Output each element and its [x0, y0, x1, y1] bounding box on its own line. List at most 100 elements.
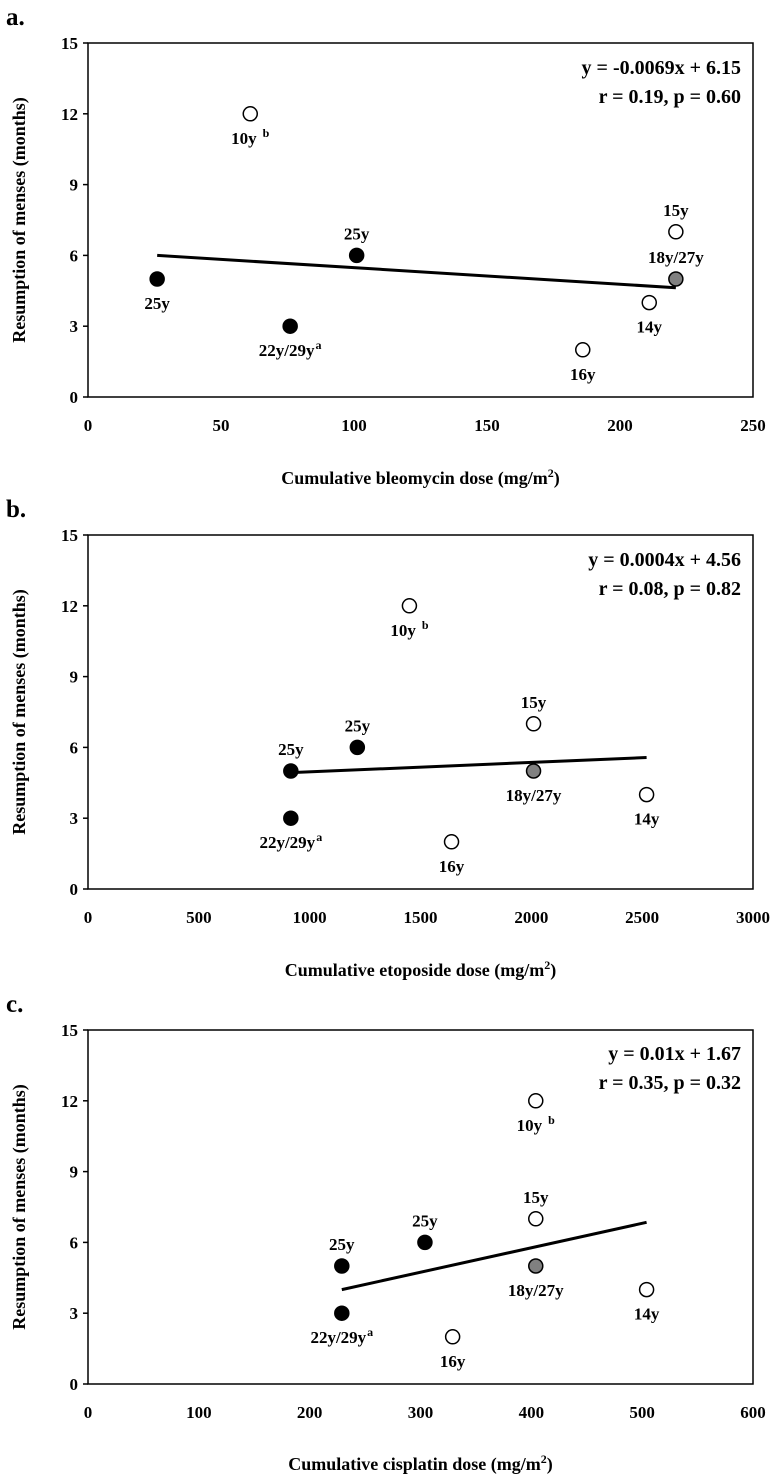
x-tick-label: 2500 — [625, 908, 659, 927]
point-label: 25y — [329, 1235, 355, 1254]
x-axis-title: Cumulative bleomycin dose (mg/m2) — [281, 466, 559, 489]
plot-frame — [87, 42, 754, 398]
data-point — [349, 739, 366, 756]
x-tick-label: 0 — [84, 416, 93, 435]
data-point — [668, 271, 684, 287]
data-point — [283, 763, 299, 779]
y-tick-label: 9 — [70, 1163, 79, 1182]
x-tick-label: 150 — [474, 416, 500, 435]
x-tick-label: 200 — [297, 1403, 323, 1422]
point-label: 22y/29ya — [259, 338, 322, 360]
y-tick-label: 3 — [70, 317, 79, 336]
point-label: 18y/27y — [508, 1281, 564, 1300]
trend-line — [341, 1220, 647, 1292]
x-tick-label: 0 — [84, 1403, 93, 1422]
x-tick-label: 2000 — [514, 908, 548, 927]
y-tick-label: 12 — [61, 597, 78, 616]
panel-letter: c. — [6, 991, 23, 1018]
y-tick-label: 3 — [70, 1304, 79, 1323]
x-axis-title: Cumulative cisplatin dose (mg/m2) — [288, 1452, 553, 1475]
y-tick-label: 6 — [70, 738, 79, 757]
regression-equation: y = 0.01x + 1.67 — [608, 1043, 741, 1065]
regression-equation: y = -0.0069x + 6.15 — [582, 57, 741, 79]
data-point — [638, 786, 655, 803]
y-tick-label: 6 — [70, 1233, 79, 1252]
plot-frame — [87, 534, 754, 890]
data-point — [334, 1305, 350, 1321]
point-label: 14y — [634, 810, 660, 829]
y-axis-title: Resumption of menses (months) — [9, 97, 30, 343]
x-tick-label: 1000 — [293, 908, 327, 927]
point-label: 22y/29ya — [259, 830, 322, 852]
point-label: 25y — [344, 224, 370, 243]
point-label: 25y — [278, 740, 304, 759]
x-tick-label: 50 — [213, 416, 230, 435]
data-point — [443, 834, 460, 850]
trend-line — [157, 253, 676, 290]
point-label: 16y — [439, 857, 465, 876]
y-tick-label: 15 — [61, 1021, 78, 1040]
y-tick-label: 0 — [70, 388, 79, 407]
data-point — [334, 1258, 350, 1274]
data-point — [348, 247, 365, 264]
point-label: 16y — [570, 365, 596, 384]
data-point — [528, 1093, 544, 1109]
plot-frame — [87, 1029, 754, 1385]
point-label: 10y b — [517, 1113, 556, 1135]
data-point — [417, 1234, 433, 1251]
data-point — [641, 294, 658, 311]
y-tick-label: 15 — [61, 526, 78, 545]
point-label: 18y/27y — [648, 248, 704, 267]
y-tick-label: 9 — [70, 176, 79, 195]
x-tick-label: 500 — [186, 908, 212, 927]
x-tick-label: 600 — [740, 1403, 766, 1422]
panel-3: c. 0 3 6 9 12 15 0 100 200 300 400 500 600 Cumulative … — [6, 991, 766, 1475]
x-tick-label: 500 — [629, 1403, 655, 1422]
y-tick-label: 0 — [70, 880, 79, 899]
panel-letter: b. — [6, 496, 26, 523]
x-tick-label: 400 — [519, 1403, 545, 1422]
x-tick-label: 3000 — [736, 908, 770, 927]
x-tick-label: 100 — [186, 1403, 212, 1422]
point-label: 15y — [663, 201, 689, 220]
x-tick-label: 200 — [607, 416, 633, 435]
data-point — [149, 271, 165, 287]
point-label: 15y — [523, 1188, 549, 1207]
y-tick-label: 12 — [61, 105, 78, 124]
trend-line — [290, 756, 647, 775]
point-label: 10y b — [231, 126, 270, 148]
data-point — [283, 810, 299, 826]
y-tick-label: 12 — [61, 1092, 78, 1111]
regression-stats: r = 0.19, p = 0.60 — [599, 86, 741, 108]
x-tick-label: 0 — [84, 908, 93, 927]
point-label: 14y — [637, 318, 663, 337]
data-point — [528, 1258, 544, 1274]
y-tick-label: 0 — [70, 1375, 79, 1394]
regression-equation: y = 0.0004x + 4.56 — [588, 549, 741, 571]
data-point — [575, 342, 591, 358]
point-label: 18y/27y — [506, 786, 562, 805]
y-axis-title: Resumption of menses (months) — [9, 589, 30, 835]
point-label: 25y — [412, 1211, 438, 1230]
y-axis-title: Resumption of menses (months) — [9, 1084, 30, 1330]
data-point — [401, 598, 418, 614]
data-point — [282, 318, 298, 334]
x-tick-label: 250 — [740, 416, 766, 435]
point-label: 15y — [521, 693, 547, 712]
x-axis-title: Cumulative etoposide dose (mg/m2) — [285, 958, 557, 981]
point-label: 25y — [345, 716, 371, 735]
data-point — [528, 1211, 544, 1227]
panel-letter: a. — [6, 4, 25, 31]
point-label: 22y/29ya — [310, 1325, 373, 1347]
point-label: 25y — [144, 294, 170, 313]
regression-stats: r = 0.08, p = 0.82 — [599, 578, 741, 600]
y-tick-label: 6 — [70, 246, 79, 265]
y-tick-label: 9 — [70, 668, 79, 687]
data-point — [242, 106, 259, 122]
panel-2: b. 0 3 6 9 12 15 0 500 1000 1500 2000 2500 3000 Cumula… — [6, 496, 770, 981]
data-point — [668, 224, 684, 240]
data-point — [444, 1329, 461, 1345]
x-tick-label: 1500 — [404, 908, 438, 927]
